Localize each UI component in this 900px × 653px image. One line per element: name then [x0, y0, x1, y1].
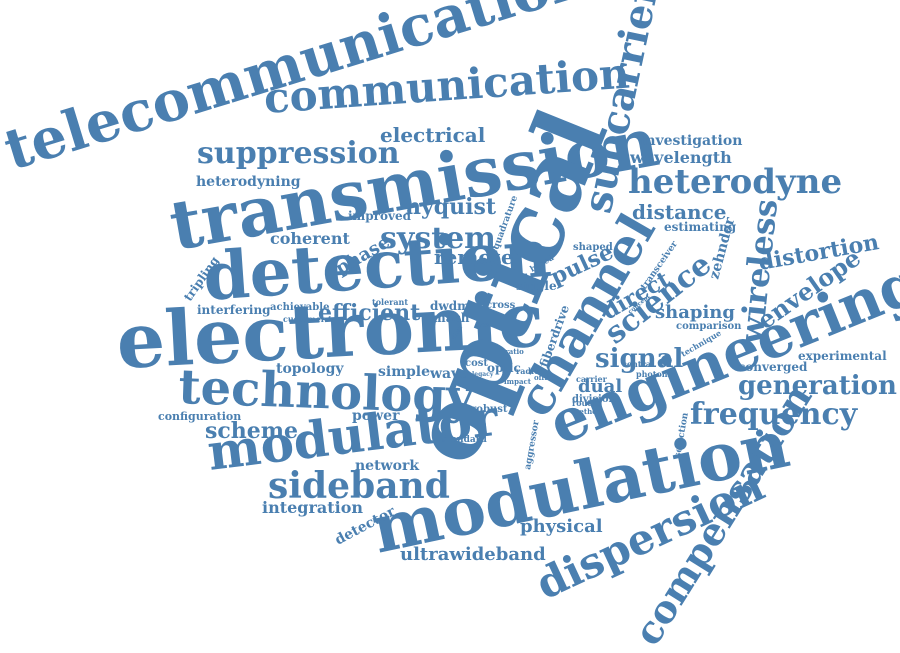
word-coherent: coherent — [270, 229, 350, 248]
word-physical: physical — [520, 516, 603, 537]
word-method: method — [572, 407, 602, 416]
word-achievable: achievable — [270, 302, 329, 313]
word-heterodyne: heterodyne — [628, 162, 842, 202]
word-cost: cost — [465, 358, 488, 369]
word-legacy: legacy — [472, 371, 494, 378]
word-dual: dual — [578, 376, 622, 397]
word-system: system — [380, 221, 496, 256]
word-data: data — [475, 322, 490, 329]
word-improved: improved — [348, 209, 412, 223]
word-investigation: investigation — [640, 133, 742, 149]
word-customer: customer — [283, 314, 326, 324]
word-simple: simple — [378, 364, 430, 380]
word-cross: cross — [486, 300, 516, 311]
word-ultrawideband: ultrawideband — [400, 544, 546, 565]
word-photonic: photonic — [636, 369, 676, 379]
word-frequency: frequency — [690, 397, 859, 432]
word-wavelength: wavelength — [629, 148, 732, 167]
word-division: division — [572, 394, 616, 405]
word-optic: optic — [487, 361, 521, 375]
word-remote: remote — [434, 245, 514, 269]
word-comparison: comparison — [676, 321, 742, 332]
word-suppression: suppression — [197, 136, 400, 171]
word-wave: wave — [429, 366, 468, 382]
word-electrical: electrical — [380, 123, 486, 147]
word-topology: topology — [276, 361, 344, 377]
word-generation: generation — [738, 371, 897, 401]
word-heterodyning: heterodyning — [196, 174, 301, 190]
word-radio: radio — [516, 366, 540, 376]
word-dwdm: dwdm — [430, 299, 470, 313]
word-distance: distance — [632, 200, 726, 224]
word-ratio: ratio — [505, 347, 524, 356]
word-nyquist: nyquist — [405, 194, 497, 220]
word-carrier: carrier — [576, 374, 608, 384]
word-power: power — [352, 408, 400, 424]
word-network: network — [355, 458, 419, 474]
word-converged: converged — [738, 360, 808, 374]
word-standard: standard — [442, 435, 487, 445]
word-office: office — [534, 373, 556, 382]
word-single: single — [516, 279, 557, 293]
word-mach: mach — [433, 311, 470, 325]
word-integration: integration — [262, 498, 363, 517]
word-impact: impact — [504, 377, 532, 386]
word-shaped: shaped — [573, 242, 613, 253]
word-robust: robust — [471, 404, 508, 415]
word-scheme: scheme — [205, 418, 298, 444]
word-estimating: estimating — [664, 220, 737, 234]
word-configuration: configuration — [158, 410, 241, 423]
word-experimental: experimental — [798, 349, 887, 363]
word-tolerant: tolerant — [372, 297, 408, 307]
word-shaping: shaping — [655, 302, 735, 323]
word-signal: signal — [595, 344, 683, 374]
word-interfering: interfering — [197, 303, 271, 317]
word-efficient: efficient — [318, 300, 421, 326]
word-routed: routed — [572, 398, 602, 408]
word-central: central — [622, 359, 654, 369]
word-sideband: sideband — [268, 465, 450, 507]
word-technology: technology — [178, 359, 477, 425]
